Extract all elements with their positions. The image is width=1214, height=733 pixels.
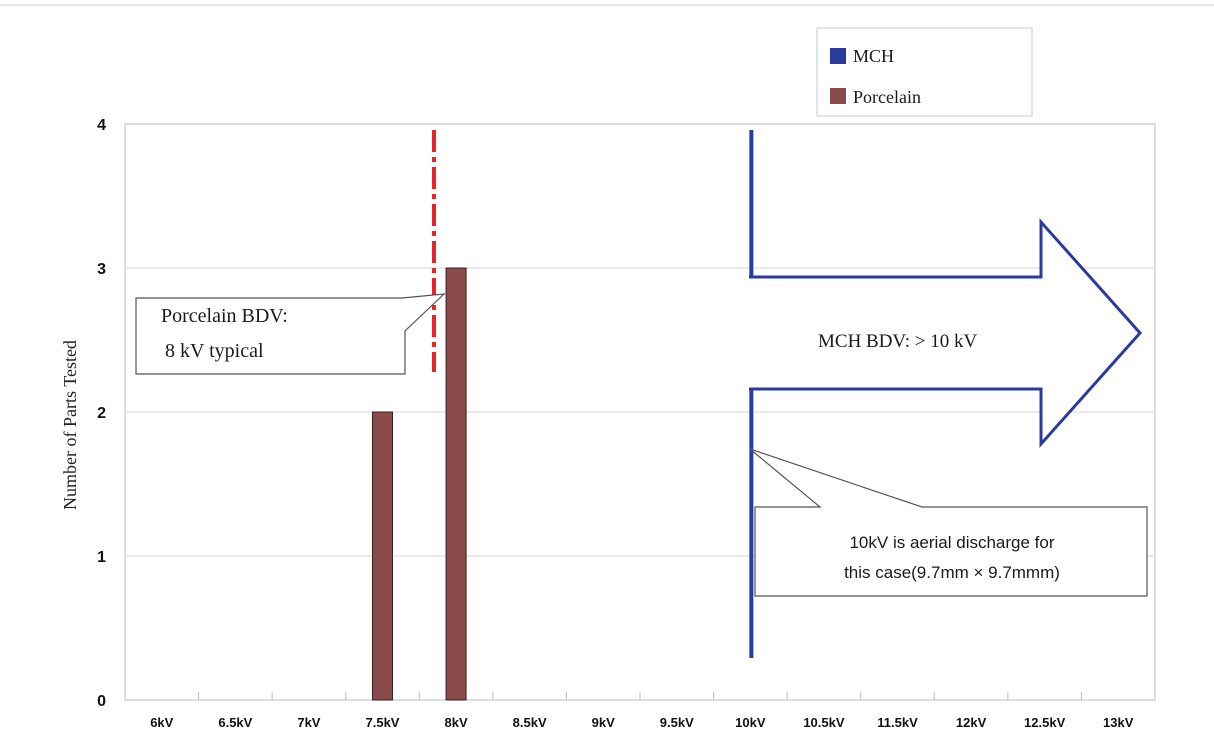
x-tick-label: 7kV [297, 715, 320, 730]
x-tick-label: 6.5kV [218, 715, 252, 730]
bar-porcelain-8kV [445, 267, 467, 701]
aerial-callout [749, 448, 1148, 597]
x-tick-label: 9.5kV [660, 715, 694, 730]
x-tick-label: 11.5kV [877, 715, 918, 730]
x-tick-label: 12.5kV [1024, 715, 1066, 730]
x-tick-label: 6kV [150, 715, 173, 730]
bar-porcelain-7.5kV [372, 411, 393, 701]
y-tick-label: 0 [97, 693, 106, 710]
legend-swatch-porcelain [830, 88, 846, 104]
mch-arrow [749, 218, 1143, 448]
x-tick-marks [198, 692, 1082, 700]
porcelain-callout [135, 293, 446, 375]
legend-swatch-mch [830, 48, 846, 64]
legend-box [816, 27, 1033, 117]
x-tick-labels: 6kV 6.5kV 7kV 7.5kV 8kV 8.5kV 9kV 9.5kV 10kV 10.5… [150, 715, 1134, 730]
mch-bdv-annotation: MCH BDV: > 10 kV [818, 331, 977, 352]
legend-label-porcelain: Porcelain [853, 87, 921, 107]
y-tick-label: 3 [97, 261, 106, 278]
y-tick-label: 4 [97, 117, 106, 134]
x-tick-label: 9kV [592, 715, 615, 730]
y-tick-label: 2 [97, 405, 106, 422]
x-tick-label: 8.5kV [513, 715, 547, 730]
x-tick-label: 8kV [445, 715, 468, 730]
porcelain-annotation-line2: 8 kV typical [165, 340, 264, 362]
bars [372, 267, 467, 701]
x-tick-label: 13kV [1103, 715, 1134, 730]
y-tick-labels: 0 1 2 3 4 [97, 117, 106, 710]
legend-label-mch: MCH [853, 46, 894, 66]
legend: MCH Porcelain [816, 27, 1033, 117]
y-axis-label: Number of Parts Tested [60, 340, 80, 510]
aerial-annotation-line2: this case(9.7mm × 9.7mmm) [844, 563, 1060, 582]
x-tick-label: 12kV [956, 715, 987, 730]
y-tick-label: 1 [97, 549, 106, 566]
aerial-annotation-line1: 10kV is aerial discharge for [849, 533, 1054, 552]
x-tick-label: 7.5kV [366, 715, 400, 730]
x-tick-label: 10.5kV [803, 715, 845, 730]
porcelain-annotation-line1: Porcelain BDV: [161, 305, 288, 327]
x-tick-label: 10kV [735, 715, 766, 730]
